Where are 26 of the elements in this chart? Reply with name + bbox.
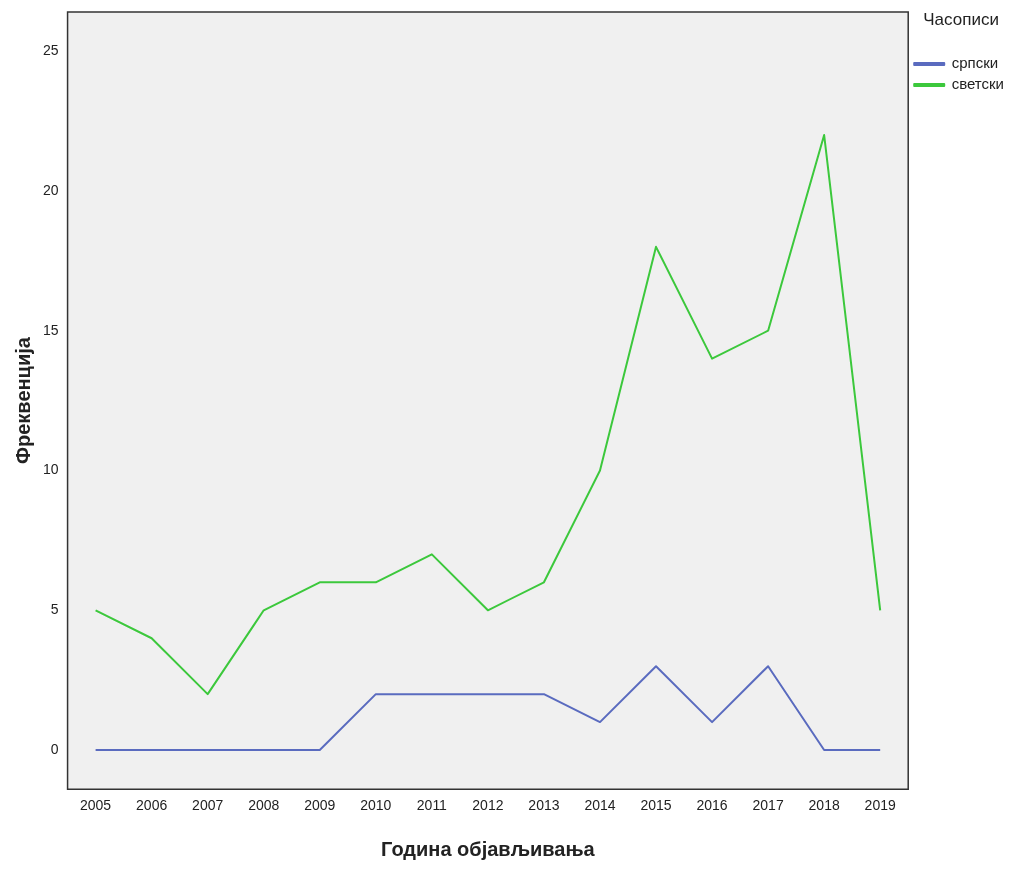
legend-label: српски — [951, 54, 999, 72]
x-tick-label: 2011 — [416, 797, 448, 814]
x-tick-label: 2006 — [136, 797, 168, 814]
y-tick-label: 25 — [42, 42, 59, 58]
x-axis-title: Година објављивања — [381, 837, 596, 860]
y-tick-label: 5 — [50, 601, 59, 618]
y-axis-title: Фреквенција — [11, 336, 34, 465]
x-tick-label: 2017 — [752, 797, 784, 814]
x-tick-label: 2008 — [248, 797, 280, 814]
x-tick-label: 2018 — [808, 797, 840, 814]
legend-title: Часописи — [923, 10, 999, 30]
y-tick-label: 20 — [42, 181, 59, 198]
x-tick-label: 2012 — [472, 797, 504, 814]
y-tick-label: 0 — [50, 740, 59, 757]
x-tick-label: 2005 — [80, 797, 112, 814]
x-tick-label: 2013 — [528, 797, 560, 814]
y-tick-label: 15 — [42, 321, 59, 338]
x-tick-label: 2010 — [360, 797, 392, 814]
x-tick-label: 2016 — [696, 797, 728, 814]
y-tick-label: 10 — [42, 461, 59, 478]
x-tick-label: 2015 — [640, 797, 672, 814]
x-tick-label: 2009 — [304, 797, 336, 814]
x-tick-label: 2019 — [864, 797, 896, 814]
legend-label: светски — [951, 75, 1005, 93]
x-tick-label: 2014 — [584, 797, 616, 814]
x-tick-label: 2007 — [192, 797, 224, 814]
